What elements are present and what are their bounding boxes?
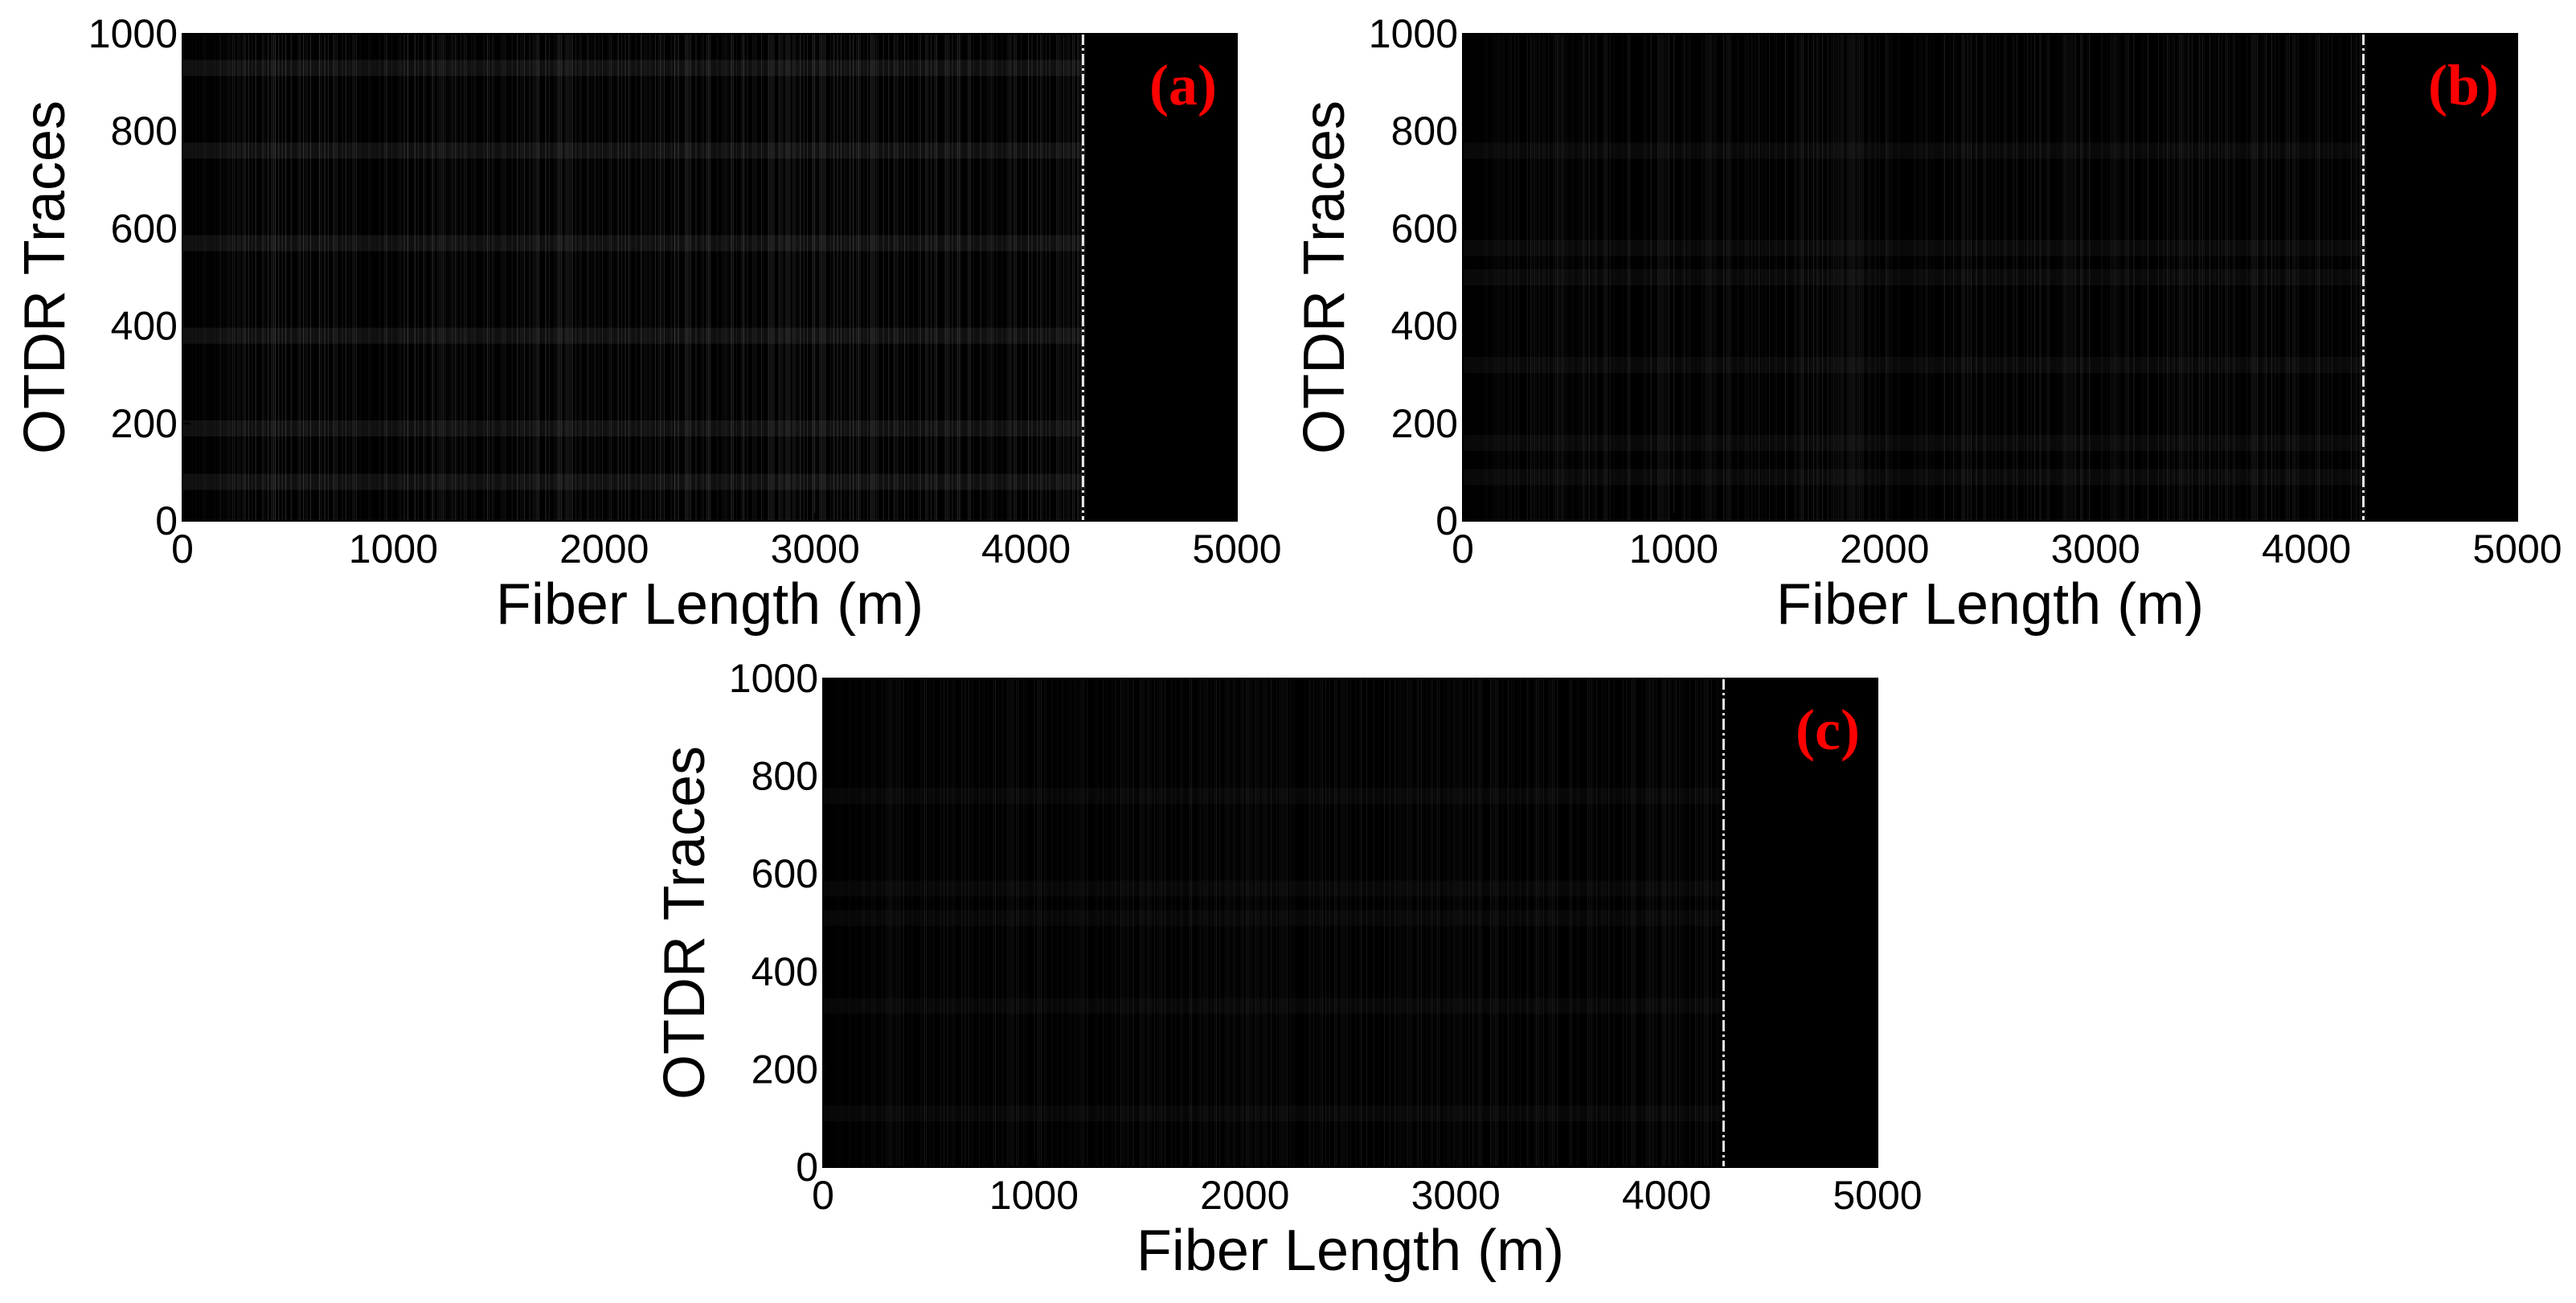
y-axis-label-a: OTDR Traces	[13, 100, 77, 454]
y-tick-label-c: 600	[752, 851, 818, 896]
trace-band-c	[823, 1105, 1726, 1121]
x-tick-label-a: 0	[171, 527, 194, 572]
y-ticks-b: 0 200 400 600 800 1000	[1369, 11, 1471, 543]
x-tick-label-b: 1000	[1629, 527, 1718, 572]
x-tick-label-b: 5000	[2472, 527, 2562, 572]
trace-band-b	[1463, 269, 2366, 285]
trace-band-c	[823, 998, 1726, 1014]
panel-a: 0 1000 2000 3000 4000 5000 02004006008001000 …	[13, 11, 1282, 637]
x-tick-label-b: 2000	[1840, 527, 1929, 572]
x-ticks-a: 0 1000 2000 3000 4000 5000	[171, 513, 1282, 572]
x-ticks-c: 0 1000 2000 3000 4000 5000	[812, 1159, 1923, 1218]
trace-band-b	[1463, 357, 2366, 374]
x-tick-label-a: 3000	[771, 527, 860, 572]
plot-area-a	[182, 34, 1237, 521]
y-tick-label-c: 800	[752, 754, 818, 799]
trace-band-c	[823, 788, 1726, 804]
plot-frame-b	[1462, 33, 2518, 522]
x-tick-label-a: 4000	[981, 527, 1071, 572]
heatmap-marks-c	[823, 678, 1726, 1167]
plot-frame-a	[182, 33, 1238, 522]
x-tick-label-c: 5000	[1833, 1173, 1922, 1218]
y-tick-label-a: 400	[111, 304, 178, 349]
trace-band-b	[1463, 469, 2366, 486]
panel-c: 0 1000 2000 3000 4000 5000 02004006008001000 …	[653, 656, 1923, 1283]
trace-band-b	[1463, 240, 2366, 256]
trace-band-a	[182, 473, 1086, 490]
x-tick-label-a: 2000	[559, 527, 649, 572]
x-tick-label-b: 0	[1452, 527, 1474, 572]
trace-band-b	[1463, 142, 2366, 159]
y-tick-label-b: 800	[1391, 109, 1458, 154]
y-ticks-a: 0 200 400 600 800 1000	[88, 11, 190, 543]
x-tick-label-b: 4000	[2262, 527, 2351, 572]
trace-band-a	[182, 327, 1086, 344]
y-tick-label-c: 400	[752, 949, 818, 994]
panel-label-b: (b)	[2428, 53, 2499, 117]
y-tick-label-a: 600	[111, 206, 178, 251]
y-tick-label-b: 600	[1391, 206, 1458, 251]
plot-area-c	[823, 678, 1878, 1167]
y-tick-label-a: 1000	[88, 11, 178, 56]
trace-band-a	[182, 59, 1086, 76]
trace-band-b	[1463, 435, 2366, 451]
y-tick-label-b: 200	[1391, 401, 1458, 446]
y-tick-label-b: 0	[1435, 498, 1458, 543]
panel-label-c: (c)	[1796, 698, 1860, 762]
trace-band-a	[182, 235, 1086, 252]
y-tick-label-a: 0	[155, 498, 178, 543]
trace-band-c	[823, 880, 1726, 896]
y-tick-label-b: 400	[1391, 304, 1458, 349]
x-tick-label-a: 1000	[349, 527, 438, 572]
x-ticks-b: 0 1000 2000 3000 4000 5000	[1452, 513, 2562, 572]
y-tick-label-a: 200	[111, 401, 178, 446]
x-axis-label-b: Fiber Length (m)	[1776, 572, 2204, 637]
x-tick-label-c: 2000	[1200, 1173, 1289, 1218]
plot-area-b	[1463, 34, 2517, 521]
heatmap-marks-a	[182, 34, 1086, 521]
y-tick-label-c: 200	[752, 1047, 818, 1092]
x-tick-label-b: 3000	[2051, 527, 2140, 572]
y-tick-label-c: 1000	[729, 656, 818, 701]
trace-band-a	[182, 420, 1086, 436]
y-tick-label-c: 0	[796, 1145, 818, 1190]
x-tick-label-c: 4000	[1622, 1173, 1711, 1218]
heatmap-marks-b	[1463, 34, 2366, 521]
panel-label-a: (a)	[1149, 53, 1217, 117]
y-tick-label-b: 1000	[1369, 11, 1458, 56]
x-tick-label-c: 3000	[1411, 1173, 1501, 1218]
x-tick-label-c: 0	[812, 1173, 834, 1218]
x-axis-label-c: Fiber Length (m)	[1136, 1219, 1564, 1283]
x-tick-label-c: 1000	[989, 1173, 1079, 1218]
x-axis-label-a: Fiber Length (m)	[496, 572, 924, 637]
y-axis-label-b: OTDR Traces	[1292, 100, 1357, 454]
plot-frame-c	[822, 678, 1878, 1168]
y-tick-label-a: 800	[111, 109, 178, 154]
x-tick-label-a: 5000	[1192, 527, 1281, 572]
panel-b: 0 1000 2000 3000 4000 5000 02004006008001000 …	[1292, 11, 2562, 637]
y-axis-label-c: OTDR Traces	[653, 746, 717, 1100]
y-ticks-c: 0 200 400 600 800 1000	[729, 656, 831, 1190]
trace-band-c	[823, 910, 1726, 926]
trace-band-a	[182, 142, 1086, 159]
